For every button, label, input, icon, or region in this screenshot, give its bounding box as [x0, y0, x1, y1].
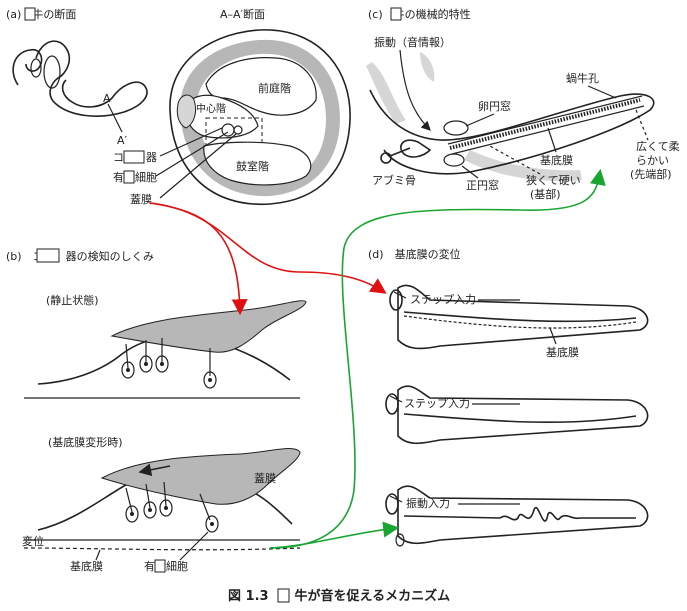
green-arrow-to-c	[269, 168, 606, 549]
leader-hair-cell-b	[179, 531, 209, 561]
deform-shear-arrow	[138, 463, 171, 477]
label-scala-vestibuli: 前庭階	[258, 81, 291, 95]
panel-d: (d) 基底膜の変位 ステップ入力 基底膜 ステップ入力	[368, 247, 649, 547]
label-basilar-c: 基底膜	[540, 153, 573, 167]
label-wide-soft-2: らかい	[636, 154, 669, 167]
bone-strip-2	[420, 52, 435, 82]
label-scala-media: 中心階	[196, 102, 226, 115]
leader-basilar-d	[549, 327, 557, 345]
label-hair-cell-b: 有 細胞	[144, 559, 188, 573]
basilar-membrane-c	[449, 98, 641, 150]
displaced-basilar-line	[23, 547, 301, 551]
panel-c-redaction-box	[390, 7, 402, 21]
cross-section-outer	[169, 29, 351, 206]
section-line	[107, 103, 123, 133]
leader-helicotrema	[587, 85, 617, 99]
panel-b-redaction-box	[36, 248, 60, 263]
deform-tectorial-membrane	[100, 448, 301, 505]
section-title: A–A′断面	[220, 7, 265, 21]
label-vibration: 振動（音情報）	[374, 35, 451, 49]
leader-basilar-b	[95, 549, 101, 561]
label-round-window: 正円窓	[466, 178, 499, 192]
deform-hair-cells	[125, 481, 219, 533]
label-basilar-d: 基底膜	[546, 345, 579, 359]
label-displacement: 変位	[22, 534, 44, 548]
label-tectorial-b: 蓋膜	[254, 472, 276, 485]
label-helicotrema: 蝸牛孔	[566, 71, 599, 85]
leader-organ	[159, 127, 223, 157]
oval-window	[443, 120, 469, 136]
label-tectorial-a: 蓋膜	[130, 193, 152, 206]
basilar-line-2	[403, 413, 637, 424]
label-step-input-2: ステップ入力	[404, 397, 470, 410]
semicircular-canal	[43, 55, 61, 89]
leader-hair-cell	[155, 131, 229, 177]
label-stapes: アブミ骨	[372, 173, 416, 187]
organ-of-corti-sketch-2	[233, 125, 243, 135]
red-arrow-to-d	[149, 202, 387, 294]
basilar-line-1	[403, 311, 637, 323]
tube-step-2	[385, 385, 649, 445]
label-wide-soft: 広くて柔	[636, 140, 680, 153]
caption-redaction-box	[277, 588, 290, 603]
basilar-displaced-1	[403, 315, 637, 329]
panel-c: (c) 牛の機械的特性 振動（音情報） 卵円窓 蝸牛孔 広くて柔 らかい (先端…	[366, 7, 680, 201]
panel-a: (a) 牛の断面 A A′ A–A′断面 前庭階 中心階 鼓室階 コ 器 有 細…	[6, 7, 351, 206]
label-apex: (先端部)	[630, 167, 672, 181]
bone-strip-3	[464, 150, 582, 182]
mark-a: A	[103, 92, 111, 105]
label-step-input-1: ステップ入力	[410, 293, 476, 306]
leader-basilar-c	[547, 127, 557, 153]
rest-tectorial-membrane	[110, 300, 307, 353]
mark-a-prime: A′	[117, 134, 128, 147]
hair-cell-redaction-box-b	[154, 559, 166, 573]
leader-tectorial	[159, 133, 237, 199]
semicircular-canal-2	[30, 58, 42, 78]
figure-caption: 図 1.3 牛が音を促えるメカニズム	[228, 588, 450, 604]
label-vibration-input: 振動入力	[406, 496, 450, 510]
green-arrow-to-d	[269, 521, 400, 549]
organ-redaction-box	[123, 150, 145, 164]
scala-media-region	[185, 94, 259, 139]
traveling-wave	[403, 506, 636, 522]
label-hair-cell-a: 有 細胞	[113, 170, 157, 184]
membrane-lower-edge	[451, 105, 645, 155]
tube-vibration	[385, 485, 649, 547]
panel-a-redaction-box	[24, 7, 36, 21]
panel-b: (b) コ 器の検知のしくみ (静止状態) (基底膜変形時) 蓋膜 変位 基底膜…	[6, 248, 307, 573]
spiral-ganglion	[176, 94, 197, 129]
red-arrow-to-b	[149, 202, 248, 316]
panel-a-header: (a) 牛の断面	[6, 7, 76, 21]
panel-c-header: (c) 牛の機械的特性	[368, 7, 471, 21]
round-window	[443, 153, 465, 167]
scala-tympani-region	[203, 141, 312, 186]
label-rest: (静止状態)	[46, 293, 99, 307]
panel-d-header: (d) 基底膜の変位	[368, 247, 461, 261]
hair-cell-redaction-box-a	[123, 170, 135, 184]
label-narrow-hard: 狭くて硬い	[526, 174, 581, 187]
label-base: (基部)	[530, 187, 561, 201]
bone-strip-1	[366, 62, 406, 124]
leader-round-window	[461, 165, 479, 179]
vibration-arrow	[399, 49, 431, 131]
stapes-icon	[380, 139, 432, 164]
leader-apex	[635, 109, 649, 141]
label-scala-tympani: 鼓室階	[236, 159, 269, 173]
panel-b-header: (b) コ 器の検知のしくみ	[6, 249, 154, 263]
inner-ear-outline	[12, 40, 148, 117]
membrane-upper-edge	[447, 95, 643, 145]
leader-oval-window	[465, 113, 495, 127]
label-oval-window: 卵円窓	[478, 99, 511, 113]
label-basilar-b: 基底膜	[70, 559, 103, 573]
tube-step-1	[389, 284, 649, 350]
label-deform: (基底膜変形時)	[48, 435, 123, 449]
rest-hair-cells	[121, 338, 217, 389]
